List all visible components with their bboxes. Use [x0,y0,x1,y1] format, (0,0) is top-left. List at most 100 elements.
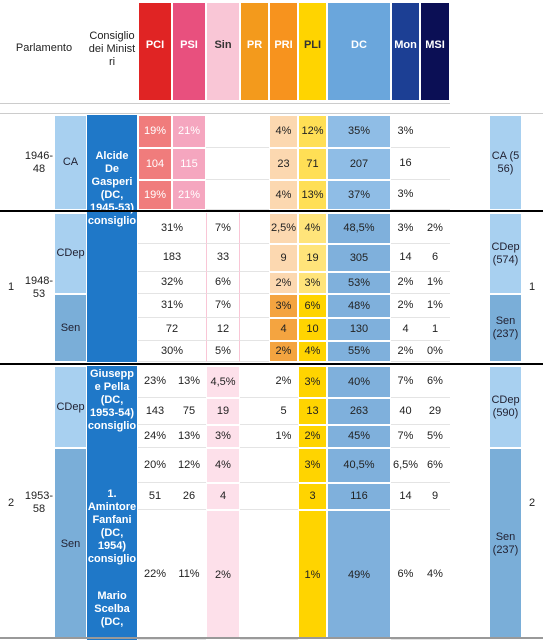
party-header: Mon [392,3,419,100]
chamber: Sen [55,449,86,639]
table-cell: 2% [269,341,298,362]
table-cell: 4% [298,341,327,362]
table-cell: 7% [206,294,240,318]
table-cell: 55% [327,341,391,362]
table-cell [240,180,269,210]
table-cell [240,341,269,362]
table-cell: 19% [138,180,172,210]
table-cell: 6% [206,272,240,294]
table-cell: 53% [327,272,391,294]
legislature-number: 1 [7,281,15,293]
bottom-line [0,637,543,639]
table-cell: 31% [138,294,206,318]
table-cell: 6 [420,244,450,272]
table-cell: 21% [172,180,206,210]
table-cell: 4 [269,318,298,341]
legislature-number: 2 [7,496,15,509]
chamber: Sen [55,295,86,361]
table-cell [206,180,240,210]
table-cell: 14 [391,244,420,272]
table-cell: 16 [391,148,420,180]
table-cell: 48,5% [327,213,391,244]
legislature-years: 1946-48 [24,149,54,175]
table-cell: 4% [206,448,240,483]
government: Giuseppe Pella (DC, 1953-54) consiglio [87,368,137,432]
table-cell: 12% [298,115,327,148]
party-header: PLI [299,3,326,100]
table-cell: 21% [172,115,206,148]
table-cell: 6% [420,366,450,398]
party-header: PR [241,3,268,100]
table-cell: 30% [138,341,206,362]
table-cell: 1% [298,510,327,640]
table-cell [420,148,450,180]
table-cell: 11% [172,510,206,640]
table-cell: 7% [391,366,420,398]
table-cell: 6% [420,448,450,483]
table-cell: 6% [391,510,420,640]
table-cell [240,366,269,398]
table-cell: 4 [206,483,240,510]
table-cell: 104 [138,148,172,180]
table-cell [240,272,269,294]
table-cell: 6% [298,294,327,318]
table-cell: 40 [391,398,420,425]
table-cell: 19 [298,244,327,272]
table-cell: 13% [172,366,206,398]
table-cell: 24% [138,425,172,448]
table-cell: 1% [420,294,450,318]
table-cell: 143 [138,398,172,425]
table-cell: 2% [420,213,450,244]
table-cell: 14 [391,483,420,510]
table-cell: 263 [327,398,391,425]
party-header: Sin [207,3,239,100]
chamber: CA [55,116,86,209]
chamber-seats: Sen (237) [490,449,521,639]
table-cell: 23 [269,148,298,180]
table-cell [240,294,269,318]
table-cell: 3% [269,294,298,318]
table-cell: 33 [206,244,240,272]
table-cell: 6,5% [391,448,420,483]
table-cell: 40% [327,366,391,398]
table-cell: 45% [327,425,391,448]
table-cell: 13% [172,425,206,448]
table-cell: 7% [391,425,420,448]
table-cell: 48% [327,294,391,318]
table-cell: 9 [269,244,298,272]
table-cell: 115 [172,148,206,180]
table-cell: 3% [298,448,327,483]
table-cell: 51 [138,483,172,510]
table-cell: 35% [327,115,391,148]
table-cell: 23% [138,366,172,398]
header-label: Consiglio dei Ministri [88,29,136,68]
divider [0,103,450,104]
party-header: PCI [139,3,171,100]
table-cell: 3% [298,272,327,294]
government: Alcide De Gasperi (DC, 1945-53) consigli… [87,150,137,227]
table-cell [240,244,269,272]
section-divider [0,363,543,365]
table-cell: 3% [391,180,420,210]
table-cell: 2% [391,341,420,362]
chamber-seats: CDep (590) [490,367,521,447]
table-cell: 7% [206,213,240,244]
table-cell: 22% [138,510,172,640]
table-cell: 2% [391,272,420,294]
divider [0,113,543,114]
table-cell: 130 [327,318,391,341]
government: Mario Scelba (DC, [94,590,130,628]
table-cell: 183 [138,244,206,272]
table-cell: 29 [420,398,450,425]
table-cell: 10 [298,318,327,341]
chamber-seats: Sen (237) [490,295,521,361]
party-header: DC [328,3,390,100]
legislature-years: 1953-58 [24,490,54,515]
table-cell: 5 [269,398,298,425]
government-column [87,115,137,362]
chamber: CDep [55,214,86,293]
header-label: Parlamento [15,41,73,54]
table-cell: 0% [420,341,450,362]
government-column [87,366,137,640]
